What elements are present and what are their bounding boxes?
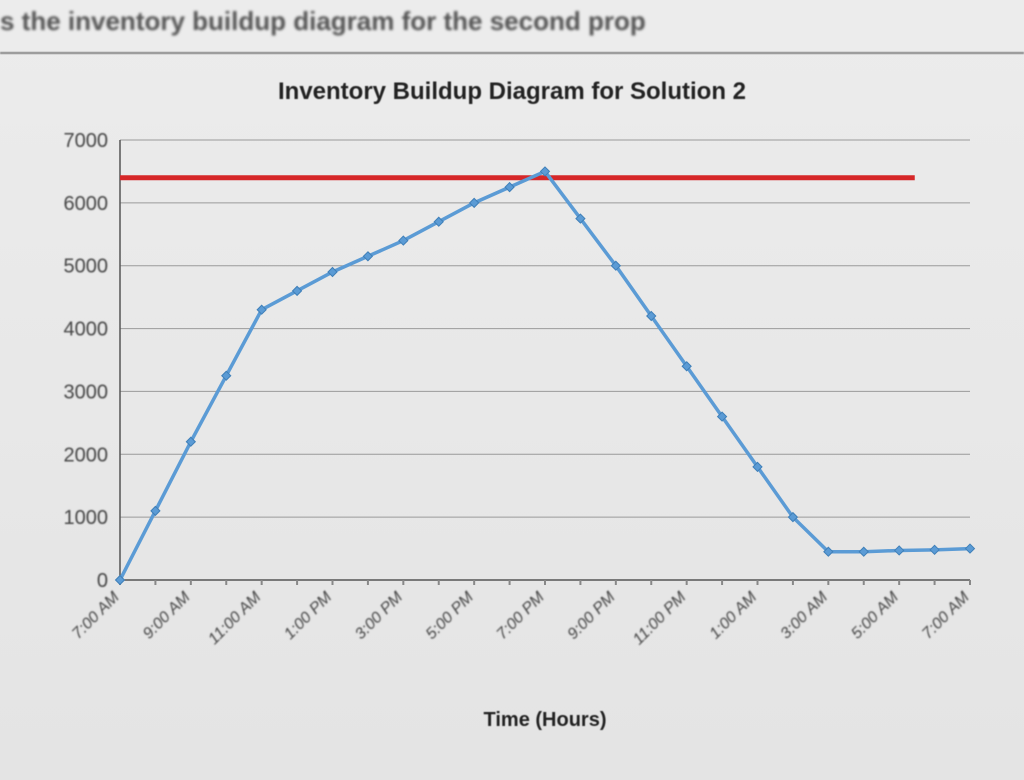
- cropped-header-text: s the inventory buildup diagram for the …: [0, 6, 646, 37]
- horizontal-rule: [0, 52, 1024, 54]
- y-tick-label: 1000: [64, 507, 109, 529]
- y-tick-label: 0: [97, 570, 108, 592]
- page: s the inventory buildup diagram for the …: [0, 0, 1024, 780]
- y-tick-label: 2000: [64, 444, 109, 466]
- y-tick-label: 7000: [64, 130, 109, 152]
- x-tick-label: 3:00 PM: [352, 588, 407, 643]
- x-tick-label: 3:00 AM: [777, 588, 831, 642]
- inventory-line: [120, 171, 970, 580]
- inventory-chart: 0 1000 2000 3000 4000 5000 6000 7000 7:00 AM 9:00…: [30, 120, 990, 740]
- chart-title: Inventory Buildup Diagram for Solution 2: [0, 78, 1024, 106]
- data-point: [895, 546, 904, 555]
- x-tick-label: 5:00 PM: [423, 588, 478, 643]
- y-tick-label: 6000: [64, 193, 109, 215]
- x-tick-label: 9:00 AM: [140, 588, 194, 642]
- data-point: [930, 545, 939, 554]
- y-tick-label: 3000: [64, 381, 109, 403]
- chart-svg: 0 1000 2000 3000 4000 5000 6000 7000 7:00 AM 9:00…: [30, 120, 990, 740]
- x-tick-label: 5:00 AM: [848, 588, 902, 642]
- y-tick-label: 4000: [64, 319, 109, 341]
- x-tick-label: 11:00 PM: [630, 588, 690, 648]
- x-tick-label: 7:00 PM: [494, 588, 549, 643]
- x-axis-label: Time (Hours): [484, 709, 607, 731]
- x-tick-label: 9:00 PM: [565, 588, 620, 643]
- data-point: [859, 547, 868, 556]
- data-point: [966, 544, 975, 553]
- y-tick-label: 5000: [64, 256, 109, 278]
- x-tick-label: 7:00 AM: [919, 588, 973, 642]
- x-tick-label: 1:00 AM: [707, 588, 761, 642]
- x-tick-label: 7:00 AM: [69, 588, 123, 642]
- x-tick-label: 11:00 AM: [205, 588, 265, 648]
- x-tick-label: 1:00 PM: [281, 588, 336, 643]
